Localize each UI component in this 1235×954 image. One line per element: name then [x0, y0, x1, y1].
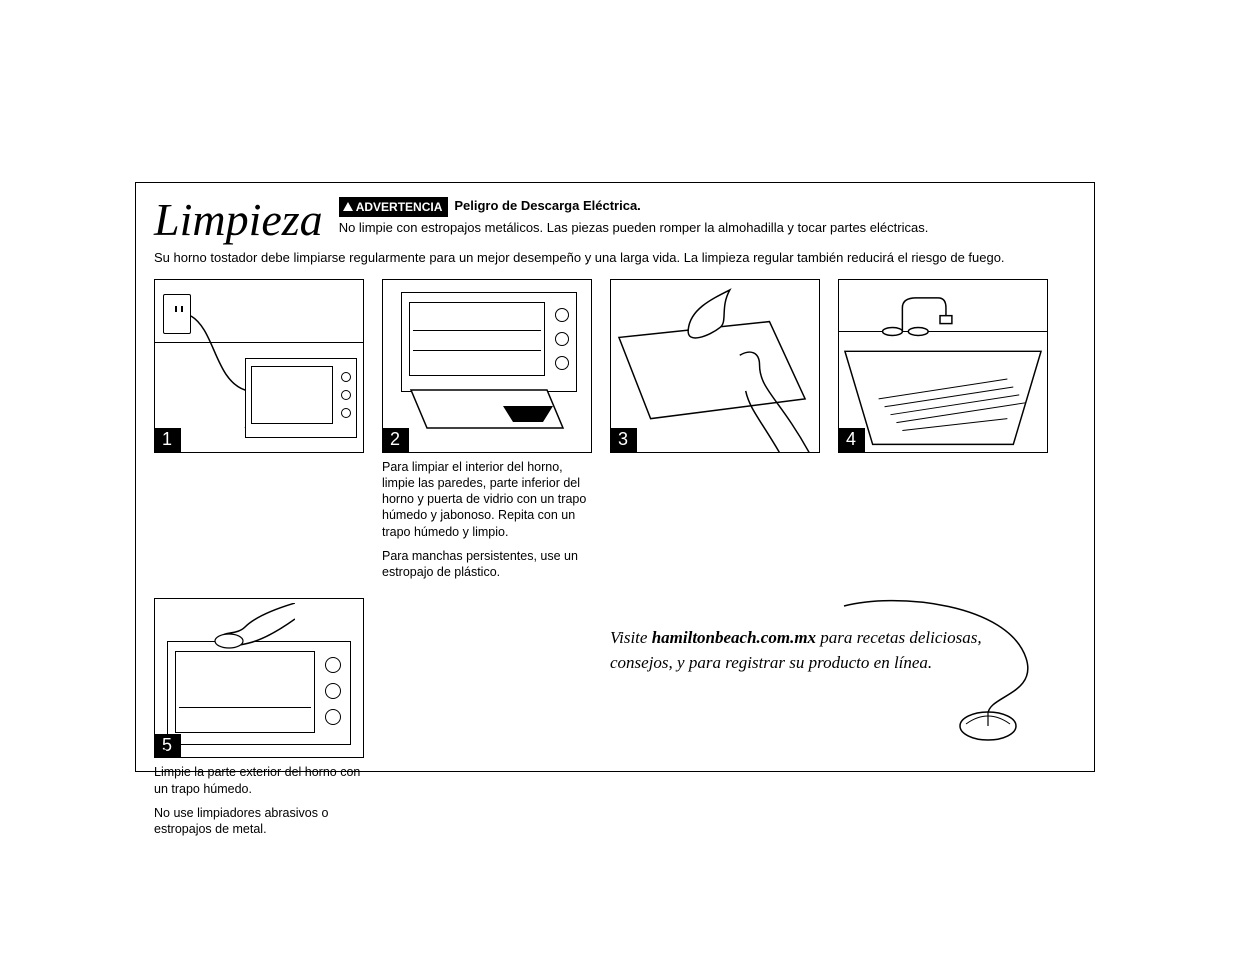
steps-row-2: 5 Limpie la parte exterior del horno con… [154, 598, 1076, 845]
caption-paragraph: Para manchas persistentes, use un estrop… [382, 548, 592, 581]
step-3: 3 [610, 279, 820, 589]
step-number: 3 [611, 428, 637, 452]
registration-mark-top [0, 0, 618, 30]
warning-heading: Peligro de Descarga Eléctrica. [454, 198, 640, 213]
warning-triangle-icon [343, 202, 353, 211]
step-4-illustration: 4 [838, 279, 1048, 453]
spacer-col [382, 598, 592, 845]
step-2: 2 Para limpiar el interior del horno, li… [382, 279, 592, 589]
step-number: 1 [155, 428, 181, 452]
step-5: 5 Limpie la parte exterior del horno con… [154, 598, 364, 845]
warning-body: No limpie con estropajos metálicos. Las … [339, 219, 1076, 237]
step-2-caption: Para limpiar el interior del horno, limp… [382, 459, 592, 581]
warning-badge-label: ADVERTENCIA [356, 200, 443, 214]
visit-url: hamiltonbeach.com.mx [652, 628, 816, 647]
page-title: Limpieza [154, 197, 327, 243]
step-1: 1 [154, 279, 364, 589]
caption-paragraph: Limpie la parte exterior del horno con u… [154, 764, 364, 797]
step-5-caption: Limpie la parte exterior del horno con u… [154, 764, 364, 837]
registration-mark-bottom [0, 30, 618, 60]
step-2-illustration: 2 [382, 279, 592, 453]
page-frame: Limpieza ADVERTENCIA Peligro de Descarga… [135, 182, 1095, 772]
step-4: 4 [838, 279, 1048, 589]
step-5-illustration: 5 [154, 598, 364, 758]
warning-block: ADVERTENCIA Peligro de Descarga Eléctric… [339, 197, 1076, 237]
visit-website-block: Visite hamiltonbeach.com.mx para recetas… [610, 598, 1048, 845]
mouse-cord-icon [838, 598, 1058, 748]
step-3-illustration: 3 [610, 279, 820, 453]
page-number: 26 [154, 747, 167, 761]
warning-badge: ADVERTENCIA [339, 197, 449, 217]
caption-paragraph: Para limpiar el interior del horno, limp… [382, 459, 592, 540]
steps-row-1: 1 2 Para limpiar el interior del [154, 279, 1076, 589]
step-1-illustration: 1 [154, 279, 364, 453]
step-number: 2 [383, 428, 409, 452]
caption-paragraph: No use limpiadores abrasivos o estropajo… [154, 805, 364, 838]
header-row: Limpieza ADVERTENCIA Peligro de Descarga… [154, 197, 1076, 243]
step-number: 4 [839, 428, 865, 452]
visit-prefix: Visite [610, 628, 652, 647]
intro-text: Su horno tostador debe limpiarse regular… [154, 249, 1076, 267]
